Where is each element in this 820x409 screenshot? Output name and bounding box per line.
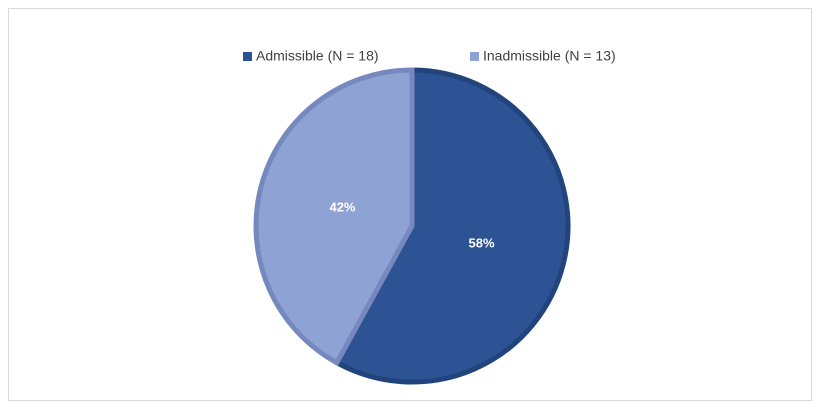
data-label: 58% — [468, 235, 494, 250]
legend-swatch — [243, 52, 252, 61]
data-label: 42% — [329, 200, 355, 215]
pie-slice — [333, 67, 571, 385]
pie-slice — [253, 67, 415, 367]
legend-label: Admissible (N = 18) — [256, 48, 379, 64]
legend-swatch — [470, 52, 479, 61]
legend-label: Inadmissible (N = 13) — [483, 48, 616, 64]
